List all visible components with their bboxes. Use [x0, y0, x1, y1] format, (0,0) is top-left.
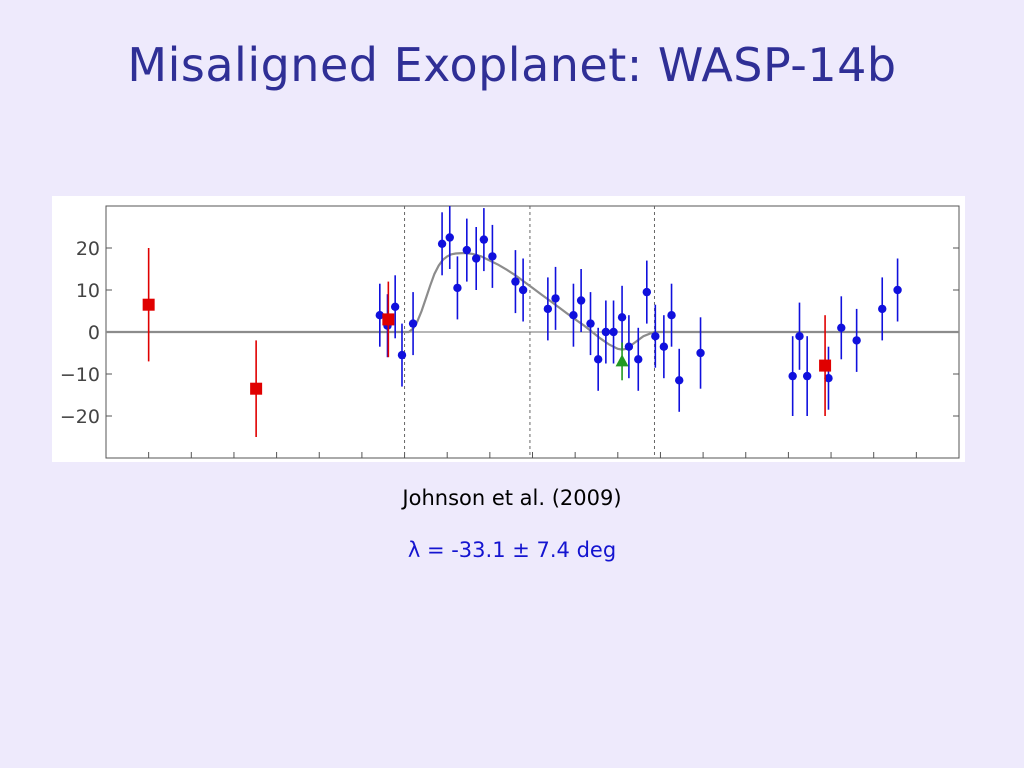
data-point-circle: [617, 313, 627, 322]
data-point-circle: [788, 371, 797, 381]
slide-title: Misaligned Exoplanet: WASP-14b: [127, 38, 897, 92]
data-point-circle: [586, 319, 595, 328]
data-point-circle: [593, 355, 603, 364]
data-point-square: [382, 313, 395, 326]
y-tick-label: 10: [76, 280, 100, 302]
y-tick-label: −20: [60, 406, 100, 428]
data-point-circle: [634, 355, 643, 364]
data-point-circle: [675, 376, 684, 385]
data-point-circle: [479, 235, 489, 244]
data-point-circle: [893, 285, 902, 295]
data-point-circle: [824, 374, 833, 383]
data-point-circle: [511, 277, 520, 286]
data-point-square: [142, 298, 155, 311]
y-tick-label: 20: [76, 238, 100, 260]
data-point-circle: [651, 332, 660, 341]
data-point-circle: [518, 285, 528, 295]
data-point-circle: [453, 283, 462, 293]
data-point-triangle: [615, 354, 629, 367]
data-point-circle: [390, 302, 400, 311]
data-point-circle: [601, 327, 611, 337]
data-point-circle: [375, 311, 385, 320]
data-point-circle: [795, 332, 804, 341]
data-point-circle: [609, 327, 618, 337]
data-point-circle: [408, 319, 418, 328]
data-point-circle: [878, 304, 887, 314]
data-point-circle: [852, 336, 861, 345]
data-point-circle: [462, 245, 472, 255]
y-tick-label: −10: [60, 364, 100, 386]
data-point-circle: [437, 239, 447, 248]
data-point-circle: [696, 348, 705, 358]
data-point-square: [819, 359, 832, 372]
lambda-value: λ = -33.1 ± 7.4 deg: [407, 538, 617, 562]
data-point-circle: [659, 342, 669, 351]
data-point-circle: [488, 252, 497, 261]
data-point-circle: [543, 304, 553, 314]
data-point-circle: [802, 371, 812, 381]
data-point-circle: [569, 311, 578, 320]
data-point-square: [250, 382, 263, 395]
data-point-circle: [397, 350, 407, 360]
rv-chart-panel: 20 10 0 −10 −20: [52, 196, 965, 462]
data-point-circle: [624, 342, 634, 351]
data-point-circle: [445, 233, 454, 242]
rv-chart: 20 10 0 −10 −20: [60, 205, 960, 459]
data-point-circle: [837, 323, 846, 332]
data-point-circle: [642, 287, 652, 297]
citation: Johnson et al. (2009): [402, 486, 622, 510]
data-point-circle: [667, 311, 676, 320]
data-point-circle: [472, 254, 481, 263]
data-point-circle: [551, 294, 560, 303]
y-tick-label: 0: [88, 322, 100, 344]
model-curve: [106, 251, 959, 351]
data-point-circle: [576, 296, 586, 305]
